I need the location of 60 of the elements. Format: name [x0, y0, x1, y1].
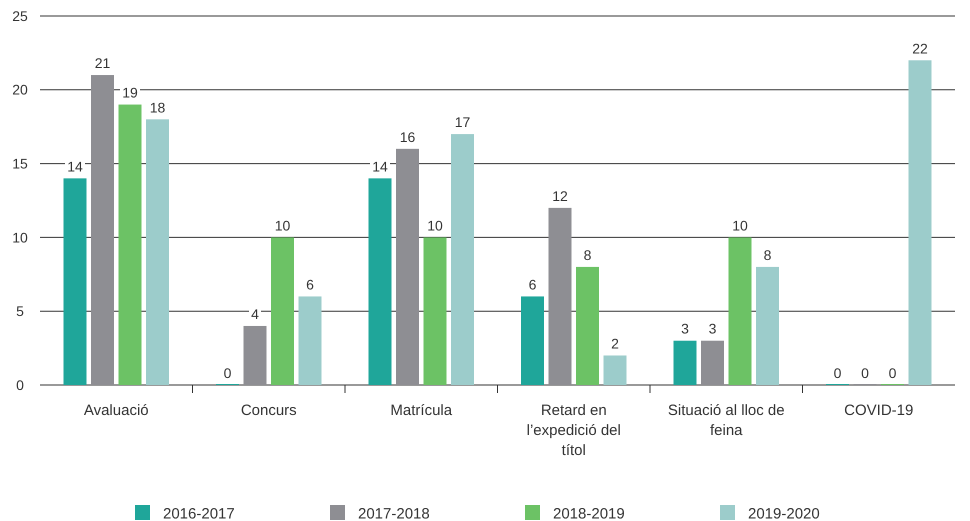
data-label: 17 — [454, 114, 470, 130]
x-tick-label: Situació al lloc de feina — [668, 402, 785, 439]
x-tick-label: COVID-19 — [844, 402, 914, 419]
bar — [756, 266, 779, 385]
data-label: 0 — [861, 365, 870, 381]
bar — [548, 208, 572, 385]
y-tick-label: 10 — [12, 229, 28, 246]
legend-label: 2019-2020 — [748, 505, 820, 521]
data-label: 22 — [912, 40, 928, 56]
data-label: 0 — [224, 365, 232, 381]
legend-label: 2016-2017 — [163, 505, 235, 521]
bar — [118, 104, 142, 385]
bar — [576, 266, 599, 385]
data-label: 14 — [372, 158, 388, 174]
x-tick-label: Concurs — [240, 402, 297, 419]
y-tick-label: 15 — [12, 156, 28, 172]
data-label: 10 — [732, 217, 748, 234]
data-label: 6 — [306, 276, 314, 292]
data-label: 19 — [122, 84, 138, 101]
bar — [368, 178, 392, 385]
legend-label: 2017-2018 — [358, 505, 430, 521]
data-label: 21 — [94, 55, 110, 72]
bar — [521, 296, 544, 385]
bar — [701, 340, 724, 385]
data-label: 8 — [584, 246, 592, 263]
bar — [271, 237, 294, 385]
bar — [298, 296, 322, 385]
data-label: 3 — [681, 320, 690, 337]
bar — [674, 340, 696, 385]
bar — [146, 119, 169, 385]
y-tick-label: 20 — [12, 82, 28, 98]
data-label: 0 — [834, 365, 842, 381]
data-label: 12 — [552, 188, 568, 204]
data-label: 8 — [764, 246, 772, 263]
y-tick-label: 5 — [16, 303, 24, 320]
data-label: 3 — [708, 320, 717, 337]
y-tick-label: 25 — [12, 8, 28, 24]
bar — [604, 355, 626, 385]
bar — [728, 237, 752, 385]
bar — [244, 326, 266, 385]
bar — [424, 237, 446, 385]
bar — [396, 148, 419, 385]
data-label: 2 — [611, 335, 620, 352]
legend-label: 2018-2019 — [553, 505, 625, 521]
data-label: 18 — [150, 99, 166, 116]
x-tick-label: Avaluació — [84, 402, 149, 419]
data-label: 4 — [251, 306, 260, 322]
x-tick-label: Retard en l’expedició del títol — [526, 402, 621, 459]
bar — [908, 60, 932, 385]
y-tick-label: 0 — [16, 376, 24, 393]
bar — [64, 178, 86, 385]
data-label: 16 — [400, 128, 416, 145]
bar — [91, 75, 114, 385]
data-label: 14 — [67, 158, 83, 174]
data-label: 0 — [888, 365, 897, 381]
data-label: 10 — [274, 217, 290, 234]
x-tick-label: Matrícula — [390, 402, 453, 419]
data-label: 10 — [427, 217, 443, 234]
bar — [451, 134, 474, 385]
data-label: 6 — [528, 276, 537, 292]
